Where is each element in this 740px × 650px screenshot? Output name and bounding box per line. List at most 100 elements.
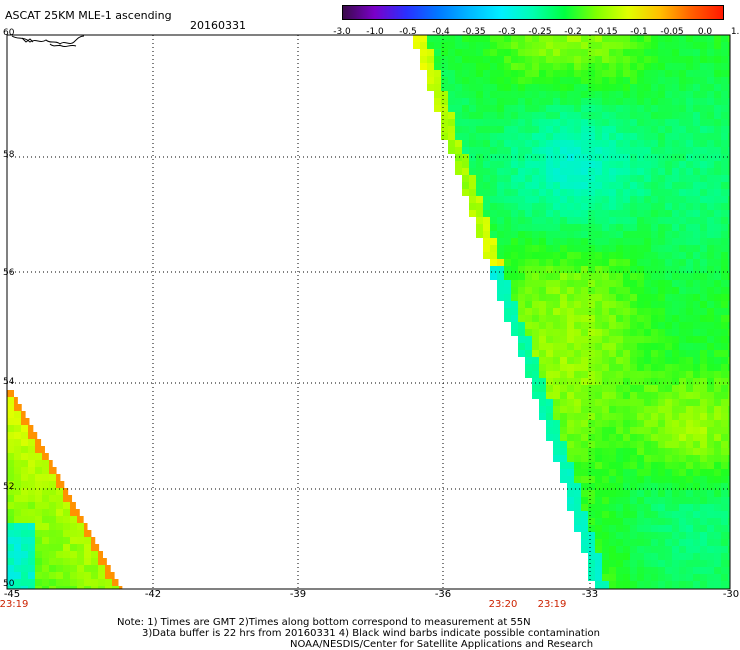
swath-cell bbox=[686, 280, 693, 287]
swath-cell bbox=[602, 126, 609, 133]
swath-cell bbox=[602, 84, 609, 91]
swath-cell bbox=[665, 133, 672, 140]
swath-cell bbox=[658, 371, 665, 378]
swath-cell bbox=[714, 77, 721, 84]
swath-cell bbox=[679, 77, 686, 84]
swath-cell bbox=[448, 77, 455, 84]
swath-cell bbox=[609, 406, 616, 413]
swath-cell bbox=[714, 175, 721, 182]
swath-cell bbox=[623, 126, 630, 133]
swath-cell bbox=[546, 119, 553, 126]
swath-cell bbox=[518, 336, 525, 343]
swath-cell bbox=[546, 196, 553, 203]
swath-cell bbox=[637, 315, 644, 322]
swath-cell bbox=[448, 98, 455, 105]
swath-cell bbox=[546, 63, 553, 70]
swath-cell bbox=[637, 329, 644, 336]
swath-cell bbox=[728, 497, 730, 504]
swath-cell bbox=[616, 525, 623, 532]
swath-cell bbox=[707, 560, 714, 567]
swath-cell bbox=[567, 322, 574, 329]
swath-cell bbox=[672, 322, 679, 329]
swath-cell bbox=[609, 490, 616, 497]
swath-cell bbox=[630, 63, 637, 70]
swath-cell bbox=[441, 119, 448, 126]
swath-cell bbox=[714, 504, 721, 511]
swath-cell bbox=[14, 432, 21, 439]
swath-cell bbox=[616, 119, 623, 126]
swath-cell bbox=[721, 287, 728, 294]
swath-cell bbox=[693, 308, 700, 315]
swath-cell bbox=[455, 98, 462, 105]
swath-cell bbox=[546, 406, 553, 413]
swath-cell bbox=[532, 343, 539, 350]
swath-cell bbox=[588, 49, 595, 56]
swath-cell bbox=[679, 49, 686, 56]
swath-cell bbox=[658, 525, 665, 532]
swath-cell bbox=[602, 546, 609, 553]
swath-cell bbox=[721, 560, 728, 567]
swath-cell bbox=[728, 476, 730, 483]
swath-cell bbox=[469, 70, 476, 77]
swath-cell bbox=[623, 280, 630, 287]
swath-cell bbox=[672, 63, 679, 70]
swath-cell bbox=[658, 189, 665, 196]
swath-cell bbox=[469, 91, 476, 98]
note-line-1: Note: 1) Times are GMT 2)Times along bot… bbox=[117, 617, 531, 628]
swath-cell bbox=[560, 49, 567, 56]
swath-cell bbox=[707, 126, 714, 133]
swath-cell bbox=[28, 488, 35, 495]
swath-cell bbox=[581, 224, 588, 231]
swath-cell bbox=[581, 217, 588, 224]
swath-cell bbox=[553, 392, 560, 399]
swath-cell bbox=[490, 217, 497, 224]
swath-cell bbox=[28, 558, 35, 565]
swath-cell bbox=[567, 273, 574, 280]
swath-cell bbox=[714, 469, 721, 476]
swath-cell bbox=[511, 294, 518, 301]
swath-cell bbox=[686, 469, 693, 476]
swath-cell bbox=[665, 77, 672, 84]
swath-cell bbox=[658, 574, 665, 581]
swath-cell bbox=[679, 105, 686, 112]
swath-cell bbox=[525, 231, 532, 238]
swath-cell bbox=[532, 350, 539, 357]
swath-cell bbox=[469, 147, 476, 154]
swath-cell bbox=[42, 530, 49, 537]
swath-cell bbox=[7, 404, 14, 411]
swath-cell bbox=[588, 259, 595, 266]
swath-cell bbox=[672, 574, 679, 581]
swath-cell bbox=[581, 539, 588, 546]
swath-cell bbox=[672, 112, 679, 119]
swath-cell bbox=[707, 357, 714, 364]
swath-cell bbox=[714, 189, 721, 196]
swath-cell bbox=[637, 49, 644, 56]
swath-cell bbox=[728, 406, 730, 413]
swath-cell bbox=[483, 35, 490, 42]
swath-cell bbox=[14, 467, 21, 474]
swath-cell bbox=[574, 343, 581, 350]
swath-cell bbox=[693, 322, 700, 329]
swath-cell bbox=[84, 523, 88, 530]
swath-cell bbox=[644, 280, 651, 287]
swath-cell bbox=[623, 560, 630, 567]
swath-cell bbox=[665, 546, 672, 553]
swath-cell bbox=[728, 56, 730, 63]
swath-cell bbox=[63, 565, 70, 572]
swath-cell bbox=[609, 308, 616, 315]
swath-cell bbox=[574, 210, 581, 217]
swath-cell bbox=[609, 203, 616, 210]
swath-cell bbox=[84, 586, 91, 589]
swath-cell bbox=[539, 336, 546, 343]
swath-cell bbox=[602, 427, 609, 434]
swath-cell bbox=[609, 49, 616, 56]
swath-cell bbox=[581, 161, 588, 168]
swath-cell bbox=[497, 189, 504, 196]
swath-cell bbox=[721, 175, 728, 182]
swath-cell bbox=[511, 189, 518, 196]
swath-cell bbox=[567, 308, 574, 315]
swath-cell bbox=[595, 273, 602, 280]
swath-cell bbox=[693, 420, 700, 427]
swath-cell bbox=[35, 586, 42, 589]
swath-cell bbox=[651, 392, 658, 399]
